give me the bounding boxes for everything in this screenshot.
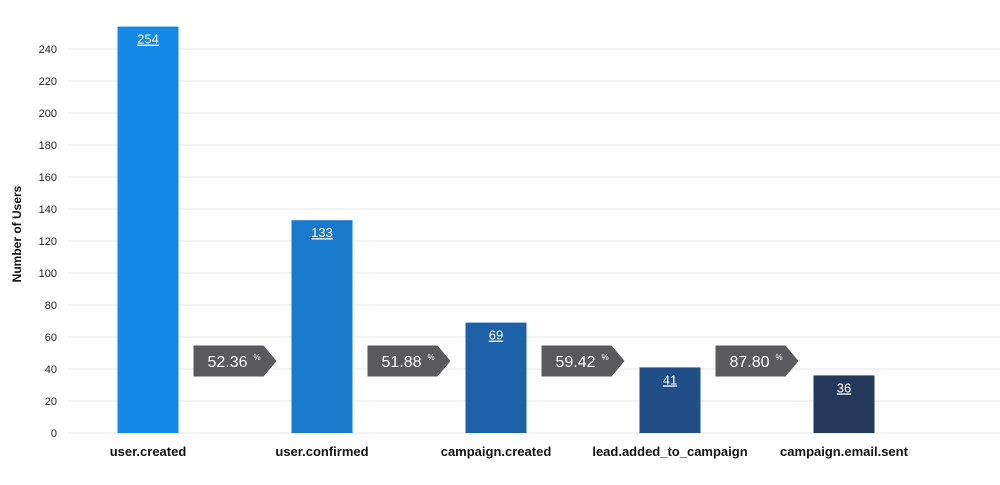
conversion-rate-value: 59.42 — [556, 354, 596, 371]
conversion-rate-value: 51.88 — [382, 354, 422, 371]
y-tick-label: 220 — [39, 76, 57, 88]
x-axis-categories: user.created user.confirmed campaign.creat… — [110, 444, 909, 459]
bar[interactable] — [813, 375, 875, 433]
y-tick-label: 240 — [39, 44, 57, 56]
conversion-arrow-shape — [715, 345, 799, 377]
y-tick-label: 80 — [45, 300, 57, 312]
category-label: campaign.created — [441, 444, 552, 459]
conversion-rate-value: 52.36 — [208, 354, 248, 371]
bar[interactable] — [117, 26, 179, 433]
conversion-rate-value: 87.80 — [730, 354, 770, 371]
bars: 254 133 69 41 36 — [117, 26, 875, 433]
conversion-arrow-shape — [541, 345, 625, 377]
y-tick-label: 20 — [45, 396, 57, 408]
conversion-rate-unit: % — [254, 353, 261, 362]
y-tick-label: 120 — [39, 236, 57, 248]
y-axis-ticks: 0 20 40 60 80 100 120 140 160 180 200 220 240 — [39, 44, 57, 440]
y-tick-label: 60 — [45, 332, 57, 344]
category-label: lead.added_to_campaign — [592, 444, 747, 459]
conversion-rate-unit: % — [428, 353, 435, 362]
y-tick-label: 180 — [39, 140, 57, 152]
conversion-arrows: 52.36% 51.88% 59.42% 87.80% — [193, 345, 799, 377]
bar-value-label[interactable]: 69 — [489, 328, 503, 343]
category-label: user.created — [110, 444, 187, 459]
conversion-arrow: 52.36% — [193, 345, 277, 377]
y-tick-label: 160 — [39, 172, 57, 184]
y-tick-label: 140 — [39, 204, 57, 216]
conversion-arrow: 51.88% — [367, 345, 451, 377]
bar[interactable] — [291, 220, 353, 433]
y-tick-label: 40 — [45, 364, 57, 376]
conversion-arrow: 59.42% — [541, 345, 625, 377]
bar-value-label[interactable]: 254 — [137, 32, 159, 47]
conversion-rate-unit: % — [776, 353, 783, 362]
y-tick-label: 200 — [39, 108, 57, 120]
conversion-arrow-shape — [193, 345, 277, 377]
y-axis-label: Number of Users — [10, 185, 24, 282]
bar-value-label[interactable]: 36 — [837, 380, 851, 395]
bar-value-label[interactable]: 133 — [311, 225, 333, 240]
bar[interactable] — [639, 367, 701, 433]
conversion-arrow-shape — [367, 345, 451, 377]
bar[interactable] — [465, 322, 527, 433]
y-tick-label: 0 — [51, 428, 57, 440]
conversion-arrow: 87.80% — [715, 345, 799, 377]
category-label: user.confirmed — [275, 444, 368, 459]
category-label: campaign.email.sent — [780, 444, 909, 459]
y-tick-label: 100 — [39, 268, 57, 280]
bar-value-label[interactable]: 41 — [663, 372, 677, 387]
conversion-rate-unit: % — [602, 353, 609, 362]
